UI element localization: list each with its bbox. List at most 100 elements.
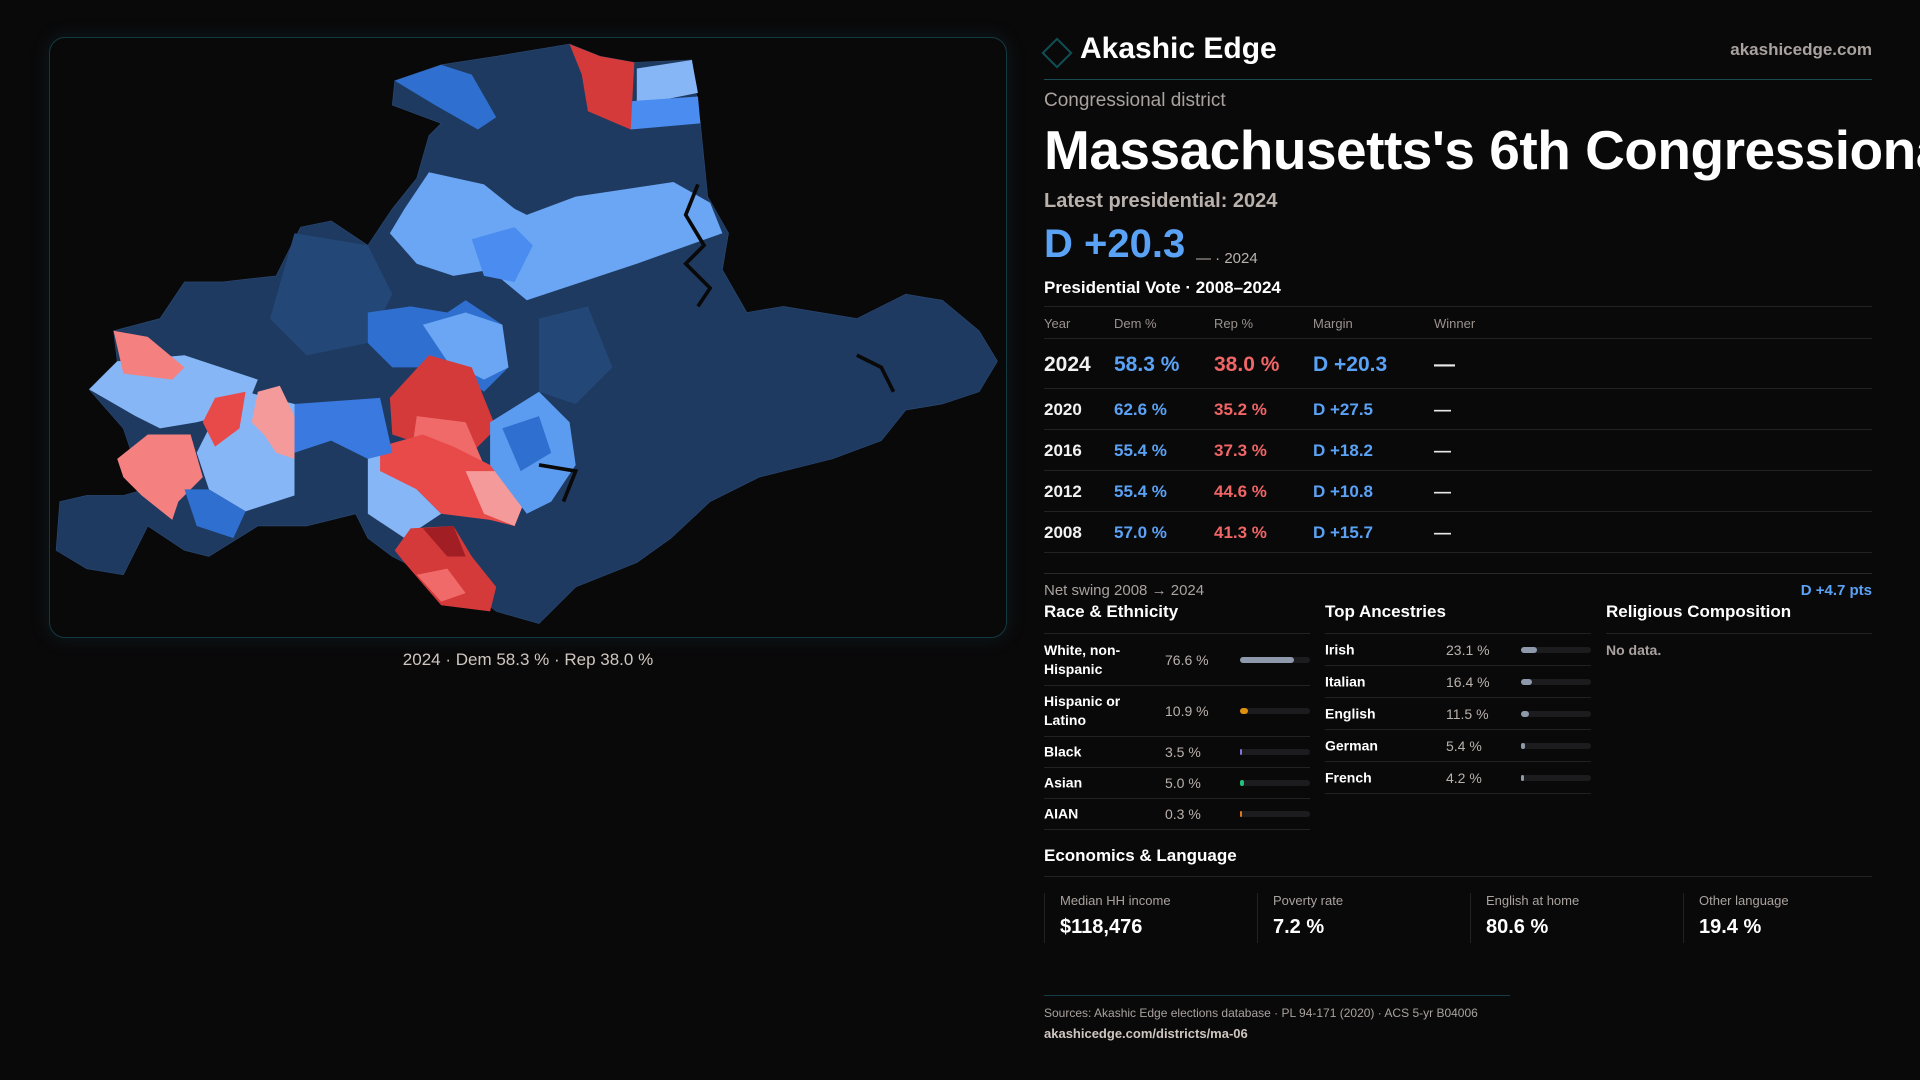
bar-fill bbox=[1521, 742, 1525, 749]
col-rep: Rep % bbox=[1214, 316, 1254, 331]
stat-median-income: Median HH income $118,476 bbox=[1044, 893, 1257, 943]
bar-row: Italian 16.4 % bbox=[1325, 666, 1591, 698]
bar-row: White, non-Hispanic 76.6 % bbox=[1044, 634, 1310, 686]
bar-pct: 23.1 % bbox=[1446, 641, 1490, 658]
bar-label: Hispanic or Latino bbox=[1044, 693, 1121, 728]
winner: — bbox=[1434, 482, 1451, 501]
year: 2008 bbox=[1044, 523, 1082, 542]
bar-fill bbox=[1240, 708, 1248, 714]
bar-track bbox=[1240, 780, 1310, 786]
precinct-region bbox=[539, 306, 613, 404]
bar-track bbox=[1521, 710, 1591, 717]
col-winner: Winner bbox=[1434, 316, 1476, 331]
bar-pct: 0.3 % bbox=[1165, 806, 1201, 822]
latest-margin: D +20.3 bbox=[1044, 222, 1186, 266]
map-caption: 2024 · Dem 58.3 % · Rep 38.0 % bbox=[402, 650, 654, 669]
precinct-region bbox=[569, 44, 635, 130]
bar-track bbox=[1521, 742, 1591, 749]
bar-label: Black bbox=[1044, 743, 1082, 760]
stat-poverty: Poverty rate 7.2 % bbox=[1257, 893, 1470, 943]
bar-pct: 5.4 % bbox=[1446, 737, 1482, 754]
dem-pct: 62.6 % bbox=[1114, 400, 1167, 419]
bar-pct: 5.0 % bbox=[1165, 775, 1201, 791]
bar-track bbox=[1240, 708, 1310, 714]
precinct-region bbox=[471, 227, 533, 282]
precinct-region bbox=[294, 397, 393, 459]
stat-value: 80.6 % bbox=[1486, 916, 1549, 938]
bar-row: English 11.5 % bbox=[1325, 698, 1591, 730]
site-link[interactable]: akashicedge.com bbox=[1730, 40, 1872, 59]
winner: — bbox=[1434, 523, 1451, 542]
vote-section-title: Presidential Vote · 2008–2024 bbox=[1044, 278, 1281, 297]
col-year: Year bbox=[1044, 316, 1071, 331]
bar-pct: 11.5 % bbox=[1446, 705, 1489, 722]
winner: — bbox=[1434, 441, 1451, 460]
bar-track bbox=[1521, 678, 1591, 685]
winner: — bbox=[1434, 353, 1455, 376]
district-url[interactable]: akashicedge.com/districts/ma-06 bbox=[1044, 1026, 1248, 1041]
precinct-region bbox=[422, 312, 509, 380]
bar-row: Black 3.5 % bbox=[1044, 737, 1310, 768]
race-title: Race & Ethnicity bbox=[1044, 602, 1310, 634]
ancestry-title: Top Ancestries bbox=[1325, 602, 1591, 634]
bar-fill bbox=[1240, 811, 1242, 817]
latest-sub: — · 2024 bbox=[1196, 250, 1258, 267]
district-base bbox=[55, 43, 998, 624]
precinct-region bbox=[394, 64, 497, 130]
dem-pct: 55.4 % bbox=[1114, 441, 1167, 460]
stat-value: $118,476 bbox=[1060, 916, 1143, 938]
precinct-region bbox=[113, 330, 185, 380]
precinct-region bbox=[502, 416, 552, 472]
religion-empty: No data. bbox=[1606, 642, 1662, 658]
stat-value: 19.4 % bbox=[1699, 916, 1762, 938]
stat-label: Median HH income bbox=[1060, 893, 1171, 908]
bar-pct: 4.2 % bbox=[1446, 769, 1482, 786]
table-row: 2008 57.0 % 41.3 % D +15.7 — bbox=[1044, 512, 1872, 553]
bar-fill bbox=[1240, 780, 1244, 786]
stat-label: English at home bbox=[1486, 893, 1580, 908]
bar-row: Irish 23.1 % bbox=[1325, 634, 1591, 666]
precinct-region bbox=[422, 525, 466, 557]
margin: D +27.5 bbox=[1313, 400, 1374, 419]
bar-pct: 76.6 % bbox=[1165, 651, 1209, 668]
margin: D +18.2 bbox=[1313, 441, 1374, 460]
religion-section: Religious Composition No data. bbox=[1606, 602, 1872, 658]
footer: Sources: Akashic Edge elections database… bbox=[1044, 995, 1510, 1041]
bar-row: German 5.4 % bbox=[1325, 730, 1591, 762]
bar-label: French bbox=[1325, 769, 1372, 785]
net-swing: Net swing 2008 → 2024 D +4.7 pts bbox=[1044, 573, 1872, 599]
bar-fill bbox=[1240, 656, 1294, 663]
coastline-inlet bbox=[538, 183, 896, 503]
swing-value: D +4.7 pts bbox=[1800, 582, 1872, 599]
ancestry-section: Top Ancestries Irish 23.1 % Italian 16.4 % E… bbox=[1325, 602, 1591, 794]
table-row: 2024 58.3 % 38.0 % D +20.3 — bbox=[1044, 339, 1872, 389]
year: 2012 bbox=[1044, 482, 1082, 501]
bar-track bbox=[1521, 646, 1591, 653]
bar-label: White, non-Hispanic bbox=[1044, 641, 1121, 677]
bar-pct: 10.9 % bbox=[1165, 703, 1209, 719]
dem-pct: 58.3 % bbox=[1114, 353, 1180, 376]
bar-row: Hispanic or Latino 10.9 % bbox=[1044, 686, 1310, 737]
rep-pct: 35.2 % bbox=[1214, 400, 1267, 419]
bar-fill bbox=[1521, 710, 1530, 717]
header: Akashic Edge akashicedge.com bbox=[1041, 30, 1872, 80]
bar-label: AIAN bbox=[1044, 805, 1079, 822]
district-map[interactable] bbox=[49, 37, 1007, 638]
bar-label: English bbox=[1325, 705, 1376, 721]
precinct-region bbox=[394, 525, 497, 612]
econ-title: Economics & Language bbox=[1044, 846, 1872, 877]
bar-pct: 16.4 % bbox=[1446, 673, 1490, 690]
district-type: Congressional district bbox=[1044, 90, 1226, 111]
stat-english: English at home 80.6 % bbox=[1470, 893, 1683, 943]
bar-fill bbox=[1521, 678, 1533, 685]
rep-pct: 38.0 % bbox=[1214, 353, 1280, 376]
precinct-region bbox=[270, 233, 393, 356]
bar-track bbox=[1521, 774, 1591, 781]
margin: D +15.7 bbox=[1313, 523, 1374, 542]
bar-fill bbox=[1521, 646, 1538, 653]
winner: — bbox=[1434, 400, 1451, 419]
precinct-region bbox=[251, 385, 295, 459]
stat-label: Other language bbox=[1699, 893, 1789, 908]
bar-row: Asian 5.0 % bbox=[1044, 768, 1310, 799]
stat-other-language: Other language 19.4 % bbox=[1683, 893, 1896, 943]
